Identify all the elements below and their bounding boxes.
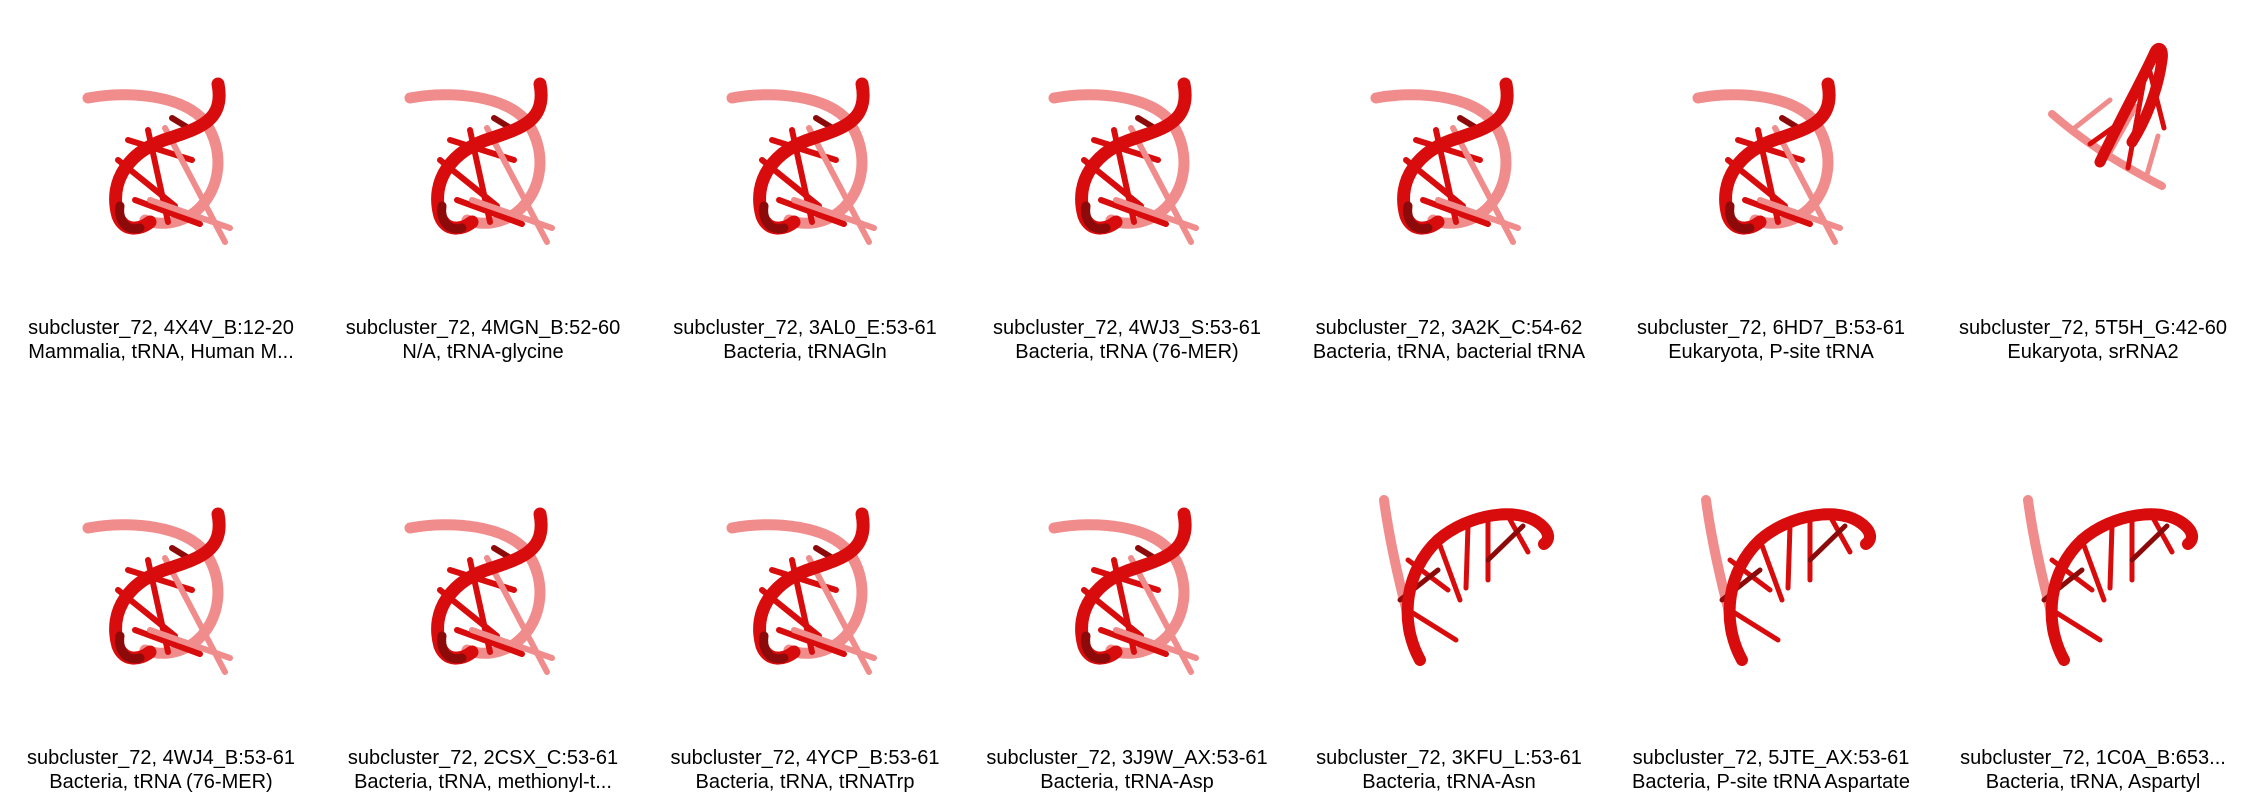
structure-panel: subcluster_72, 1C0A_B:653... Bacteria, tR…	[1932, 430, 2254, 800]
panel-title: subcluster_72, 4WJ3_S:53-61	[993, 317, 1261, 339]
panel-title: subcluster_72, 4YCP_B:53-61	[670, 747, 940, 769]
panel-subtitle: Mammalia, tRNA, Human M...	[28, 341, 294, 363]
structure-panel: subcluster_72, 4YCP_B:53-61 Bacteria, tRN…	[644, 430, 966, 800]
panel-title: subcluster_72, 3KFU_L:53-61	[1316, 747, 1582, 769]
rna-structure-image	[2048, 42, 2168, 190]
panel-subtitle: Bacteria, tRNA-Asn	[1362, 771, 1536, 793]
structure-panel: subcluster_72, 3AL0_E:53-61 Bacteria, tRN…	[644, 0, 966, 370]
panel-subtitle: Bacteria, tRNA, methionyl-t...	[354, 771, 612, 793]
rna-backbone-model	[404, 77, 555, 245]
rna-backbone-model	[2048, 42, 2168, 190]
structure-panel: subcluster_72, 5JTE_AX:53-61 Bacteria, P-…	[1610, 430, 1932, 800]
panel-title: subcluster_72, 4WJ4_B:53-61	[27, 747, 295, 769]
panel-caption: subcluster_72, 3AL0_E:53-61 Bacteria, tRN…	[644, 316, 966, 364]
structure-panel: subcluster_72, 4WJ4_B:53-61 Bacteria, tRN…	[0, 430, 322, 800]
rna-backbone-model	[404, 507, 555, 675]
panel-caption: subcluster_72, 4YCP_B:53-61 Bacteria, tRN…	[644, 746, 966, 794]
panel-caption: subcluster_72, 3J9W_AX:53-61 Bacteria, tR…	[966, 746, 1288, 794]
panel-title: subcluster_72, 5T5H_G:42-60	[1959, 317, 2227, 339]
structure-panel: subcluster_72, 4WJ3_S:53-61 Bacteria, tRN…	[966, 0, 1288, 370]
rna-backbone-model	[2023, 495, 2199, 666]
rna-backbone-model	[726, 507, 877, 675]
rna-structure-image	[1048, 507, 1199, 675]
rna-structure-image	[1048, 77, 1199, 245]
rna-backbone-model	[726, 77, 877, 245]
rna-backbone-model	[1692, 77, 1843, 245]
grid-row-2: subcluster_72, 4WJ4_B:53-61 Bacteria, tRN…	[0, 430, 2260, 800]
panel-title: subcluster_72, 5JTE_AX:53-61	[1632, 747, 1910, 769]
rna-structure-image	[82, 77, 233, 245]
rna-backbone-model	[1379, 495, 1555, 666]
panel-caption: subcluster_72, 2CSX_C:53-61 Bacteria, tRN…	[322, 746, 644, 794]
panel-caption: subcluster_72, 3KFU_L:53-61 Bacteria, tRN…	[1288, 746, 1610, 794]
rna-structure-image	[404, 77, 555, 245]
structure-panel: subcluster_72, 3KFU_L:53-61 Bacteria, tRN…	[1288, 430, 1610, 800]
panel-title: subcluster_72, 4MGN_B:52-60	[345, 317, 621, 339]
structure-panel: subcluster_72, 6HD7_B:53-61 Eukaryota, P-…	[1610, 0, 1932, 370]
panel-subtitle: Bacteria, tRNA (76-MER)	[1015, 341, 1239, 363]
structure-panel: subcluster_72, 5T5H_G:42-60 Eukaryota, sr…	[1932, 0, 2254, 370]
panel-caption: subcluster_72, 4MGN_B:52-60 N/A, tRNA-gly…	[322, 316, 644, 364]
panel-subtitle: Eukaryota, P-site tRNA	[1668, 341, 1874, 363]
structure-panel: subcluster_72, 4X4V_B:12-20 Mammalia, tRN…	[0, 0, 322, 370]
rna-structure-image	[404, 507, 555, 675]
structure-panel: subcluster_72, 3J9W_AX:53-61 Bacteria, tR…	[966, 430, 1288, 800]
panel-subtitle: Bacteria, P-site tRNA Aspartate	[1632, 771, 1910, 793]
panel-title: subcluster_72, 3A2K_C:54-62	[1315, 317, 1583, 339]
panel-subtitle: Bacteria, tRNA (76-MER)	[49, 771, 273, 793]
panel-subtitle: Bacteria, tRNAGln	[723, 341, 887, 363]
rna-structure-image	[726, 77, 877, 245]
panel-title: subcluster_72, 1C0A_B:653...	[1960, 747, 2226, 769]
rna-backbone-model	[82, 77, 233, 245]
panel-caption: subcluster_72, 5T5H_G:42-60 Eukaryota, sr…	[1932, 316, 2254, 364]
rna-backbone-model	[1048, 77, 1199, 245]
panel-caption: subcluster_72, 4WJ4_B:53-61 Bacteria, tRN…	[0, 746, 322, 794]
panel-subtitle: Eukaryota, srRNA2	[2007, 341, 2179, 363]
panel-title: subcluster_72, 3J9W_AX:53-61	[986, 747, 1268, 769]
structure-panel: subcluster_72, 3A2K_C:54-62 Bacteria, tRN…	[1288, 0, 1610, 370]
panel-caption: subcluster_72, 1C0A_B:653... Bacteria, tR…	[1932, 746, 2254, 794]
rna-structure-image	[1701, 495, 1877, 666]
grid-row-1: subcluster_72, 4X4V_B:12-20 Mammalia, tRN…	[0, 0, 2260, 370]
rna-structure-image	[1692, 77, 1843, 245]
rna-structure-image	[2023, 495, 2199, 666]
structure-panel: subcluster_72, 2CSX_C:53-61 Bacteria, tRN…	[322, 430, 644, 800]
rna-backbone-model	[1701, 495, 1877, 666]
rna-structure-image	[82, 507, 233, 675]
panel-subtitle: Bacteria, tRNA, Aspartyl	[1985, 771, 2201, 793]
panel-subtitle: Bacteria, tRNA, tRNATrp	[695, 771, 915, 793]
structure-panel: subcluster_72, 4MGN_B:52-60 N/A, tRNA-gly…	[322, 0, 644, 370]
panel-caption: subcluster_72, 6HD7_B:53-61 Eukaryota, P-…	[1610, 316, 1932, 364]
panel-caption: subcluster_72, 4X4V_B:12-20 Mammalia, tRN…	[0, 316, 322, 364]
rna-backbone-model	[1370, 77, 1521, 245]
panel-caption: subcluster_72, 5JTE_AX:53-61 Bacteria, P-…	[1610, 746, 1932, 794]
rna-backbone-model	[1048, 507, 1199, 675]
rna-structure-image	[1379, 495, 1555, 666]
panel-caption: subcluster_72, 4WJ3_S:53-61 Bacteria, tRN…	[966, 316, 1288, 364]
rna-backbone-model	[82, 507, 233, 675]
rna-structure-image	[726, 507, 877, 675]
panel-title: subcluster_72, 2CSX_C:53-61	[347, 747, 619, 769]
panel-subtitle: N/A, tRNA-glycine	[402, 341, 564, 363]
panel-subtitle: Bacteria, tRNA-Asp	[1040, 771, 1214, 793]
panel-caption: subcluster_72, 3A2K_C:54-62 Bacteria, tRN…	[1288, 316, 1610, 364]
panel-subtitle: Bacteria, tRNA, bacterial tRNA	[1312, 341, 1586, 363]
panel-title: subcluster_72, 6HD7_B:53-61	[1637, 317, 1905, 339]
panel-title: subcluster_72, 4X4V_B:12-20	[28, 317, 294, 339]
rna-structure-image	[1370, 77, 1521, 245]
panel-title: subcluster_72, 3AL0_E:53-61	[673, 317, 937, 339]
